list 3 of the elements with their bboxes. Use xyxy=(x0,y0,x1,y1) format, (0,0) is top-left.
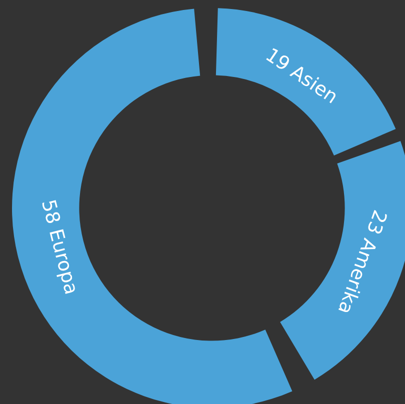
data-label: 23 xyxy=(362,207,391,238)
data-label: 58 xyxy=(36,197,64,226)
slice-label: Europa xyxy=(44,226,82,297)
